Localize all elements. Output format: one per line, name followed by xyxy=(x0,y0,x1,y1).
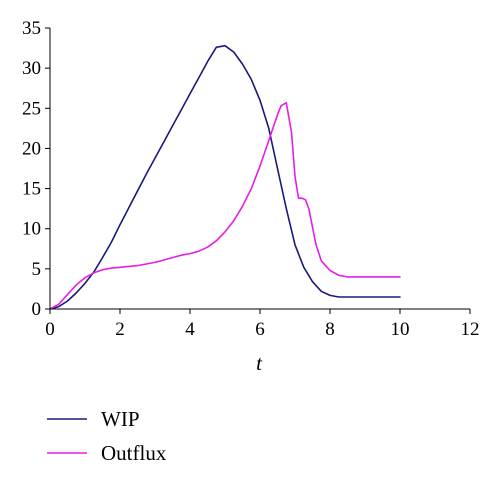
y-tick-label: 15 xyxy=(22,179,41,200)
y-tick-label: 5 xyxy=(32,259,42,280)
x-tick-label: 0 xyxy=(45,319,55,340)
x-tick-label: 6 xyxy=(255,319,265,340)
legend-label-outflux: Outflux xyxy=(101,441,167,465)
x-tick-label: 10 xyxy=(391,319,410,340)
y-tick-label: 10 xyxy=(22,219,41,240)
x-tick-label: 2 xyxy=(115,319,125,340)
y-tick-label: 25 xyxy=(22,98,41,119)
legend: WIP Outflux xyxy=(47,407,167,465)
series-line-outflux xyxy=(49,101,401,310)
y-tick-label: 35 xyxy=(22,18,41,39)
y-tick-label: 30 xyxy=(22,58,41,79)
x-axis-label: t xyxy=(256,351,263,375)
x-tick-label: 4 xyxy=(185,319,195,340)
y-tick-label: 20 xyxy=(22,138,41,159)
x-tick-label: 12 xyxy=(461,319,480,340)
y-tick-label: 0 xyxy=(32,299,42,320)
x-tick-label: 8 xyxy=(325,319,335,340)
legend-label-wip: WIP xyxy=(101,407,140,431)
series-line-wip xyxy=(49,44,401,310)
axes: 0 2 4 6 8 10 12 0 5 10 15 20 25 30 35 t xyxy=(22,18,480,375)
plot-area xyxy=(49,44,401,310)
